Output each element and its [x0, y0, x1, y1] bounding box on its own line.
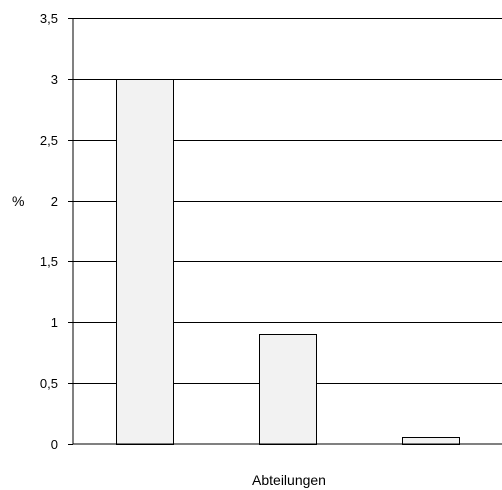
axes — [72, 18, 502, 445]
y-tick-label: 3,5 — [40, 11, 58, 26]
y-tick-label: 0,5 — [40, 376, 58, 391]
y-ticks: 0 0,5 1 1,5 2 2,5 3 3,5 — [40, 11, 73, 452]
y-tick-label: 2 — [51, 194, 58, 209]
y-tick-label: 1,5 — [40, 254, 58, 269]
y-tick-label: 1 — [51, 315, 58, 330]
y-tick-label: 2,5 — [40, 133, 58, 148]
x-axis-label: Abteilungen — [252, 472, 326, 488]
bar — [402, 437, 460, 445]
y-axis-label: % — [12, 193, 24, 209]
bar — [116, 79, 174, 445]
y-tick-label: 3 — [51, 72, 58, 87]
bar — [259, 334, 317, 445]
y-tick-label: 0 — [51, 437, 58, 452]
